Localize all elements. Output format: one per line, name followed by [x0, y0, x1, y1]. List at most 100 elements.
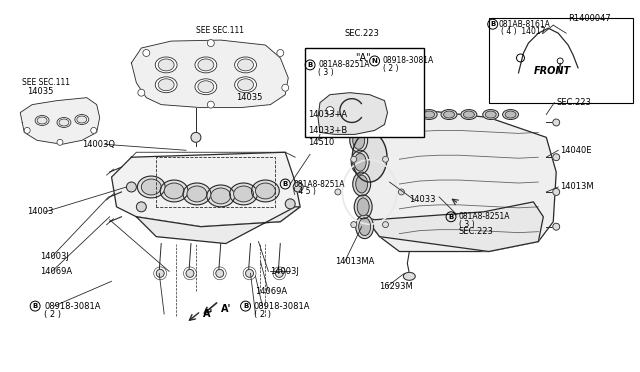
Circle shape [207, 101, 214, 108]
Text: 14003: 14003 [28, 207, 54, 216]
Text: SEC.223: SEC.223 [556, 98, 591, 107]
Ellipse shape [156, 77, 177, 93]
Text: 14040E: 14040E [560, 146, 592, 155]
Circle shape [246, 269, 253, 277]
Circle shape [57, 140, 63, 145]
Ellipse shape [252, 180, 279, 202]
Ellipse shape [75, 115, 89, 125]
Text: 14069A: 14069A [40, 267, 72, 276]
Polygon shape [131, 40, 288, 108]
Text: SEE SEC.111: SEE SEC.111 [22, 78, 70, 87]
Text: B: B [449, 214, 454, 220]
Text: 08918-3081A: 08918-3081A [383, 57, 434, 65]
Ellipse shape [401, 110, 417, 119]
Bar [305, 48, 424, 137]
Ellipse shape [156, 57, 177, 73]
Ellipse shape [403, 272, 415, 280]
Ellipse shape [351, 112, 363, 129]
Text: 14035: 14035 [236, 93, 262, 102]
Circle shape [191, 132, 201, 142]
Text: ( 4 5 ): ( 4 5 ) [293, 187, 316, 196]
Circle shape [293, 182, 303, 192]
Text: ( 2 ): ( 2 ) [383, 64, 398, 73]
Polygon shape [111, 152, 300, 227]
Text: 081A8-8251A: 081A8-8251A [293, 180, 345, 189]
Circle shape [127, 182, 136, 192]
Bar [489, 18, 633, 103]
Ellipse shape [358, 218, 371, 235]
Text: N: N [372, 58, 378, 64]
Ellipse shape [444, 111, 454, 118]
Ellipse shape [211, 188, 230, 204]
Text: B: B [307, 62, 313, 68]
Ellipse shape [158, 59, 174, 71]
Text: SEC.223: SEC.223 [345, 29, 380, 38]
Polygon shape [136, 207, 300, 244]
Text: 14510: 14510 [308, 138, 334, 147]
Text: A': A' [221, 304, 231, 314]
Circle shape [351, 156, 356, 162]
Ellipse shape [235, 77, 257, 93]
Circle shape [91, 128, 97, 134]
Ellipse shape [485, 111, 496, 118]
Polygon shape [355, 83, 556, 251]
Text: 14069A: 14069A [255, 287, 287, 296]
Circle shape [138, 89, 145, 96]
Text: B: B [33, 303, 38, 309]
Text: A': A' [203, 309, 213, 319]
Ellipse shape [404, 111, 415, 118]
Ellipse shape [352, 132, 387, 182]
Text: FRONT: FRONT [533, 66, 570, 76]
Ellipse shape [198, 59, 214, 71]
Text: 14003J: 14003J [40, 252, 69, 261]
Ellipse shape [255, 183, 275, 199]
Circle shape [275, 269, 284, 277]
Ellipse shape [351, 150, 369, 174]
Text: B: B [283, 181, 288, 187]
Text: 08918-3081A: 08918-3081A [44, 302, 100, 311]
Circle shape [351, 222, 356, 228]
Ellipse shape [207, 185, 235, 207]
Text: ( 2 ): ( 2 ) [44, 310, 61, 318]
Text: SEC.223: SEC.223 [459, 227, 494, 236]
Circle shape [282, 84, 289, 91]
Ellipse shape [348, 109, 366, 132]
Text: 14003Q: 14003Q [82, 140, 115, 149]
Text: 081AB-8161A: 081AB-8161A [499, 20, 550, 29]
Circle shape [383, 156, 388, 162]
Text: 14013M: 14013M [560, 183, 594, 192]
Text: 14035: 14035 [28, 87, 54, 96]
Circle shape [399, 189, 404, 195]
Circle shape [326, 107, 334, 115]
Ellipse shape [195, 57, 217, 73]
Circle shape [553, 223, 560, 230]
Ellipse shape [198, 81, 214, 93]
Circle shape [277, 49, 284, 57]
Ellipse shape [141, 179, 161, 195]
Ellipse shape [356, 215, 374, 238]
Polygon shape [318, 93, 387, 134]
Ellipse shape [421, 110, 437, 119]
Text: 16293M: 16293M [380, 282, 413, 291]
Text: SEE SEC.111: SEE SEC.111 [196, 26, 244, 35]
Circle shape [216, 269, 224, 277]
Ellipse shape [138, 176, 165, 198]
Ellipse shape [59, 119, 69, 126]
Ellipse shape [355, 195, 372, 219]
Ellipse shape [158, 79, 174, 91]
Ellipse shape [164, 183, 184, 199]
Ellipse shape [424, 111, 435, 118]
Ellipse shape [353, 131, 365, 149]
Ellipse shape [234, 186, 253, 202]
Ellipse shape [160, 180, 188, 202]
Ellipse shape [357, 198, 369, 216]
Ellipse shape [57, 118, 71, 128]
Circle shape [553, 189, 560, 195]
Circle shape [186, 269, 194, 277]
Circle shape [285, 199, 295, 209]
Text: ( 3 ): ( 3 ) [318, 68, 333, 77]
Ellipse shape [37, 117, 47, 124]
Ellipse shape [355, 153, 366, 171]
Ellipse shape [505, 111, 516, 118]
Ellipse shape [183, 183, 211, 205]
